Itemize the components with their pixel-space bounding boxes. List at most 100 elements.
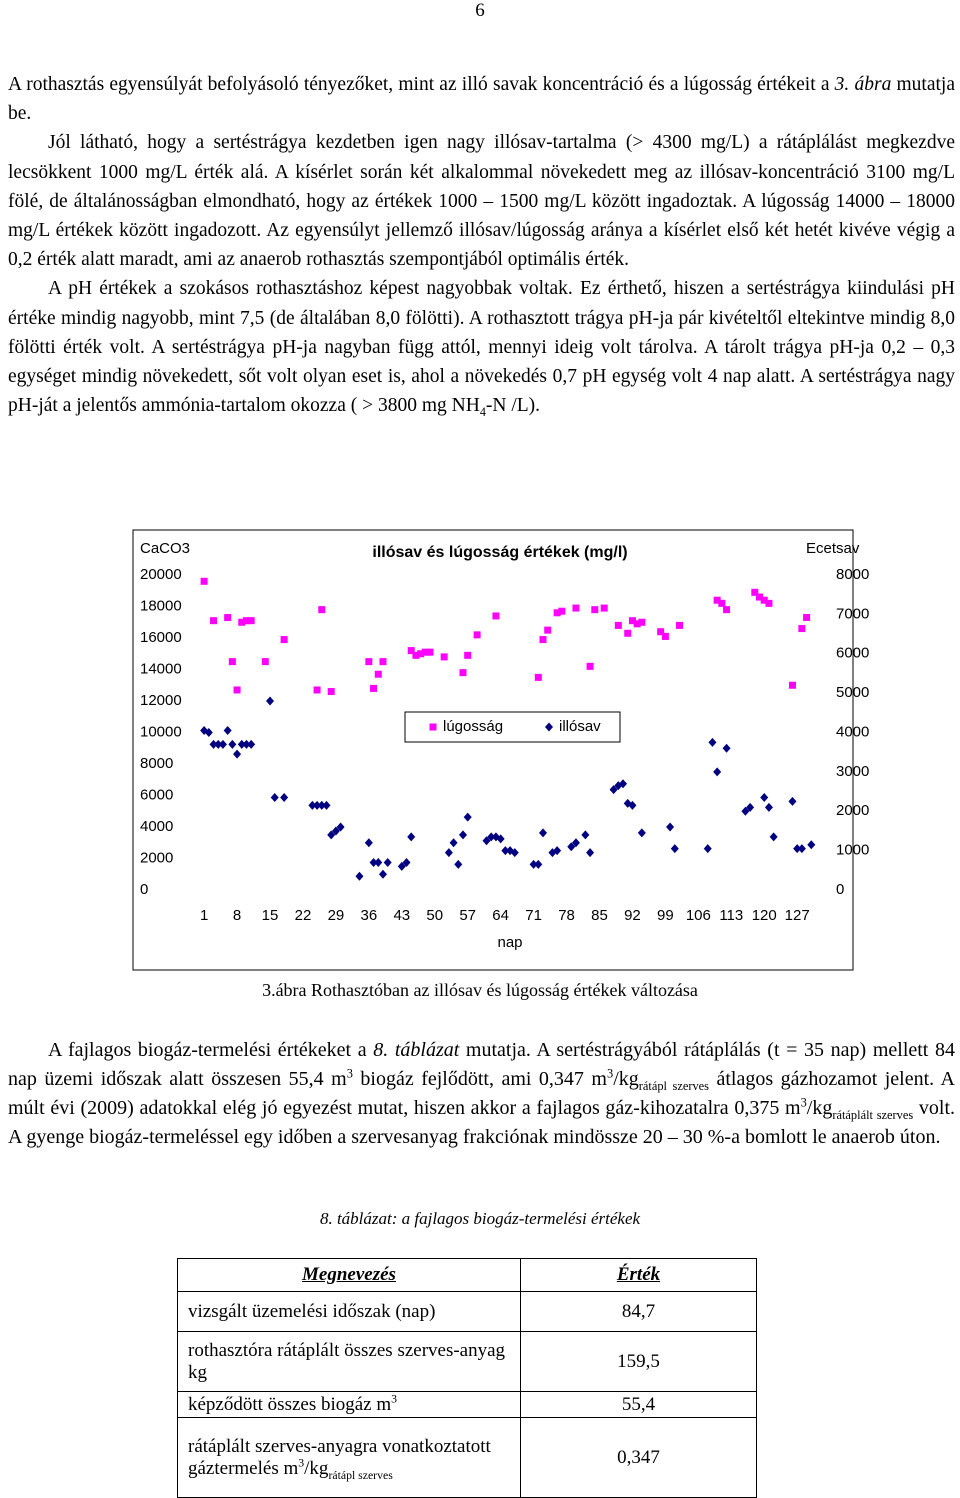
point xyxy=(769,832,778,842)
cell: rátáplált szerves-anyagra vonatkoztatott… xyxy=(177,1417,521,1498)
text: mutatja. A sertéstrágyából rátáplálás (t… xyxy=(8,1039,955,1090)
x-tick-label: 36 xyxy=(361,907,378,924)
legend-box xyxy=(404,711,621,743)
point xyxy=(444,848,453,858)
point xyxy=(723,606,731,614)
x-tick-label: 57 xyxy=(459,907,476,924)
point xyxy=(200,577,208,585)
figure-caption: 3.ábra Rothasztóban az illósav és lúgoss… xyxy=(262,980,698,1000)
point xyxy=(581,830,590,840)
subscript: rátápl szerves xyxy=(638,1079,710,1093)
point xyxy=(553,609,561,617)
point xyxy=(458,830,467,840)
paragraph: Jól látható, hogy a sertéstrágya kezdetb… xyxy=(8,128,955,274)
point xyxy=(397,861,406,871)
point xyxy=(327,688,335,696)
point xyxy=(247,617,255,625)
x-tick-label: 8 xyxy=(233,907,241,924)
point xyxy=(313,800,322,810)
legend-label: illósav xyxy=(559,718,601,735)
x-tick-label: 99 xyxy=(657,907,674,924)
point xyxy=(670,844,679,854)
x-tick-label: 15 xyxy=(262,907,279,924)
point xyxy=(233,686,241,694)
x-tick-label: 43 xyxy=(393,907,410,924)
superscript: 3 xyxy=(346,1066,353,1081)
point xyxy=(473,631,481,639)
legend-label: lúgosság xyxy=(443,718,503,735)
point xyxy=(327,830,336,840)
y-tick-label: 20000 xyxy=(140,566,182,583)
text: A pH értékek a szokásos rothasztáshoz ké… xyxy=(8,278,955,417)
point xyxy=(280,636,288,644)
point xyxy=(228,658,236,666)
point xyxy=(571,838,580,848)
point xyxy=(624,629,632,637)
point xyxy=(318,606,326,614)
x-tick-label: 71 xyxy=(525,907,542,924)
point xyxy=(440,653,448,661)
subscript: 4 xyxy=(479,405,486,420)
point xyxy=(534,859,543,869)
point xyxy=(355,871,364,881)
y-tick-label: 12000 xyxy=(140,692,182,709)
point xyxy=(322,800,331,810)
point xyxy=(482,836,491,846)
point xyxy=(539,828,548,838)
point xyxy=(228,739,237,749)
text: /kg xyxy=(613,1068,639,1090)
paragraph: A fajlagos biogáz-termelési értékeket a … xyxy=(8,1036,955,1152)
point xyxy=(633,620,641,628)
x-tick-label: 92 xyxy=(624,907,641,924)
point xyxy=(600,604,608,612)
cell: 55,4 xyxy=(520,1391,757,1418)
y-tick-label: 0 xyxy=(140,881,148,898)
point xyxy=(370,684,378,692)
point xyxy=(703,844,712,854)
x-axis-title: nap xyxy=(497,934,522,951)
point xyxy=(797,844,806,854)
point xyxy=(223,726,232,736)
subscript: rátáplált szerves xyxy=(832,1108,914,1122)
body-text: A fajlagos biogáz-termelési értékeket a … xyxy=(8,1036,955,1152)
table: Megnevezés Érték vizsgált üzemelési idős… xyxy=(177,1258,757,1498)
point xyxy=(760,792,769,802)
point xyxy=(317,800,326,810)
cell: 0,347 xyxy=(520,1417,757,1498)
text: mutatja be. xyxy=(8,74,955,125)
x-tick-label: 50 xyxy=(426,907,443,924)
legend-marker xyxy=(545,722,553,732)
point xyxy=(609,785,618,795)
y-axis-title: CaCO3 xyxy=(140,540,190,557)
point xyxy=(803,614,811,622)
table-row: vizsgált üzemelési időszak (nap) 84,7 xyxy=(177,1291,757,1332)
point xyxy=(708,737,717,747)
point xyxy=(722,743,731,753)
point xyxy=(459,669,467,677)
point xyxy=(756,593,764,601)
point xyxy=(676,621,684,629)
cell: vizsgált üzemelési időszak (nap) xyxy=(177,1291,521,1332)
cell: 159,5 xyxy=(520,1331,757,1392)
y-tick-label: 2000 xyxy=(140,849,173,866)
italic-text: 8. táblázat xyxy=(373,1039,460,1061)
point xyxy=(233,749,242,759)
point xyxy=(713,596,721,604)
point xyxy=(218,739,227,749)
table-row: képződött összes biogáz m3 55,4 xyxy=(177,1391,757,1418)
y-tick-label: 8000 xyxy=(140,755,173,772)
point xyxy=(760,596,768,604)
text: volt. A gyenge biogáz-termeléssel egy id… xyxy=(8,1097,955,1148)
y2-axis-title: Ecetsav xyxy=(806,540,860,557)
point xyxy=(553,846,562,856)
header-cell: Megnevezés xyxy=(177,1258,521,1292)
point xyxy=(591,606,599,614)
point xyxy=(572,604,580,612)
text: A rothasztás egyensúlyát befolyásoló tén… xyxy=(8,74,835,95)
point xyxy=(637,828,646,838)
text: -N /L). xyxy=(485,395,541,417)
cell: 84,7 xyxy=(520,1291,757,1332)
superscript: 3 xyxy=(606,1066,614,1081)
table-row: rátáplált szerves-anyagra vonatkoztatott… xyxy=(177,1417,757,1498)
point xyxy=(741,806,750,816)
